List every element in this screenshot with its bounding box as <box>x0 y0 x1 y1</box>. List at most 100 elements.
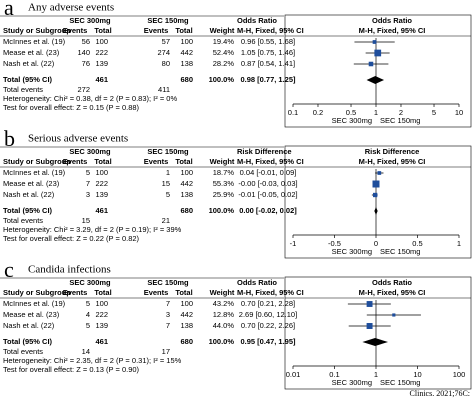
total-weight: 100.0% <box>209 337 235 346</box>
source: Clinics. 2021;76C: <box>410 389 470 398</box>
panel-letter: a <box>4 0 14 20</box>
study-count: 3 <box>86 190 90 199</box>
axis-side-label: SEC 300mg <box>332 116 372 125</box>
plot-frame <box>284 276 472 390</box>
x-tick-label: 0.01 <box>286 370 301 379</box>
x-tick-label: 1 <box>457 239 461 248</box>
study-name: McInnes et al. (19) <box>3 299 66 308</box>
axis-side-label: SEC 150mg <box>380 247 420 256</box>
effect-header: Odds Ratio <box>237 278 277 287</box>
study-ci: -0.00 [-0.03, 0.03] <box>238 179 297 188</box>
study-weight: 25.9% <box>213 190 235 199</box>
plot-header: Odds Ratio <box>372 16 412 25</box>
group-header: SEC 150mg <box>147 147 189 156</box>
overall-effect: Test for overall effect: Z = 0.22 (P = 0… <box>3 234 140 243</box>
study-count: 80 <box>162 59 170 68</box>
study-count: 138 <box>180 190 193 199</box>
total-events-count: 21 <box>162 216 170 225</box>
group-header: SEC 150mg <box>147 278 189 287</box>
column-header: Total <box>175 26 192 35</box>
study-count: 56 <box>82 37 90 46</box>
column-header: Events <box>63 26 88 35</box>
axis-side-label: SEC 150mg <box>380 116 420 125</box>
study-name: McInnes et al. (19) <box>3 37 66 46</box>
column-header: Weight <box>210 157 235 166</box>
panel-title: Candida infections <box>28 264 111 276</box>
study-count: 442 <box>180 179 193 188</box>
plot-frame <box>284 14 472 128</box>
total-diamond <box>366 76 385 84</box>
x-tick-label: 1 <box>374 370 378 379</box>
x-tick-label: -1 <box>290 239 297 248</box>
total-events-count: 14 <box>82 347 90 356</box>
study-ci: 1.05 [0.75, 1.46] <box>241 48 295 57</box>
x-tick-label: -0.5 <box>328 239 341 248</box>
study-count: 222 <box>95 48 108 57</box>
study-count: 5 <box>86 299 90 308</box>
study-name: Mease et al. (23) <box>3 179 60 188</box>
study-name: Mease et al. (23) <box>3 310 60 319</box>
study-name: Mease et al. (23) <box>3 48 60 57</box>
study-ci: 2.69 [0.60, 12.10] <box>239 310 297 319</box>
effect-header: Odds Ratio <box>237 16 277 25</box>
effect-square <box>366 323 373 329</box>
effect-header: Risk Difference <box>237 147 292 156</box>
total-weight: 100.0% <box>209 206 235 215</box>
study-weight: 52.4% <box>213 48 235 57</box>
effect-square <box>368 61 374 67</box>
effect-square <box>373 192 378 198</box>
study-weight: 12.8% <box>213 310 235 319</box>
column-header: Events <box>144 26 169 35</box>
total-weight: 100.0% <box>209 75 235 84</box>
total-events-name: Total events <box>3 216 43 225</box>
column-header: Total <box>94 157 111 166</box>
effect-square <box>372 180 380 188</box>
plot-subheader: M-H, Fixed, 95% CI <box>359 157 426 166</box>
study-count: 442 <box>180 310 193 319</box>
panel-letter: c <box>4 257 14 282</box>
x-tick-label: 100 <box>453 370 466 379</box>
total-events-name: Total events <box>3 347 43 356</box>
column-header: Study or Subgroup <box>3 288 71 297</box>
x-tick-label: 0.5 <box>412 239 422 248</box>
study-count: 76 <box>82 59 90 68</box>
study-ci: 0.87 [0.54, 1.41] <box>241 59 295 68</box>
total-events-count: 15 <box>82 216 90 225</box>
group-header: SEC 300mg <box>69 147 111 156</box>
study-count: 7 <box>86 179 90 188</box>
column-header: Events <box>144 157 169 166</box>
study-count: 100 <box>180 299 193 308</box>
study-weight: 19.4% <box>213 37 235 46</box>
plot-subheader: M-H, Fixed, 95% CI <box>359 26 426 35</box>
panel-title: Any adverse events <box>28 2 114 14</box>
study-count: 1 <box>166 168 170 177</box>
study-count: 4 <box>86 310 90 319</box>
panel-letter: b <box>4 126 15 151</box>
study-count: 57 <box>162 37 170 46</box>
total-name: Total (95% CI) <box>3 206 53 215</box>
x-tick-label: 10 <box>413 370 421 379</box>
x-tick-label: 0 <box>374 239 378 248</box>
study-weight: 18.7% <box>213 168 235 177</box>
total-ci: 0.00 [-0.02, 0.02] <box>239 206 297 215</box>
column-header: Total <box>94 288 111 297</box>
study-name: Nash et al. (22) <box>3 321 55 330</box>
column-header: Study or Subgroup <box>3 26 71 35</box>
study-count: 139 <box>95 190 108 199</box>
effect-subheader: M-H, Fixed, 95% CI <box>237 157 304 166</box>
x-tick-label: 5 <box>432 108 436 117</box>
heterogeneity: Heterogeneity: Chi² = 0.38, df = 2 (P = … <box>3 94 177 103</box>
x-tick-label: 0.1 <box>329 370 339 379</box>
total-events-name: Total events <box>3 85 43 94</box>
x-tick-label: 10 <box>455 108 463 117</box>
study-count: 222 <box>95 310 108 319</box>
overall-effect: Test for overall effect: Z = 0.13 (P = 0… <box>3 365 140 374</box>
column-header: Events <box>63 157 88 166</box>
study-count: 100 <box>95 299 108 308</box>
heterogeneity: Heterogeneity: Chi² = 3.29, df = 2 (P = … <box>3 225 182 234</box>
study-count: 100 <box>95 168 108 177</box>
total-count: 680 <box>180 337 193 346</box>
total-count: 461 <box>95 75 108 84</box>
group-header: SEC 300mg <box>69 16 111 25</box>
